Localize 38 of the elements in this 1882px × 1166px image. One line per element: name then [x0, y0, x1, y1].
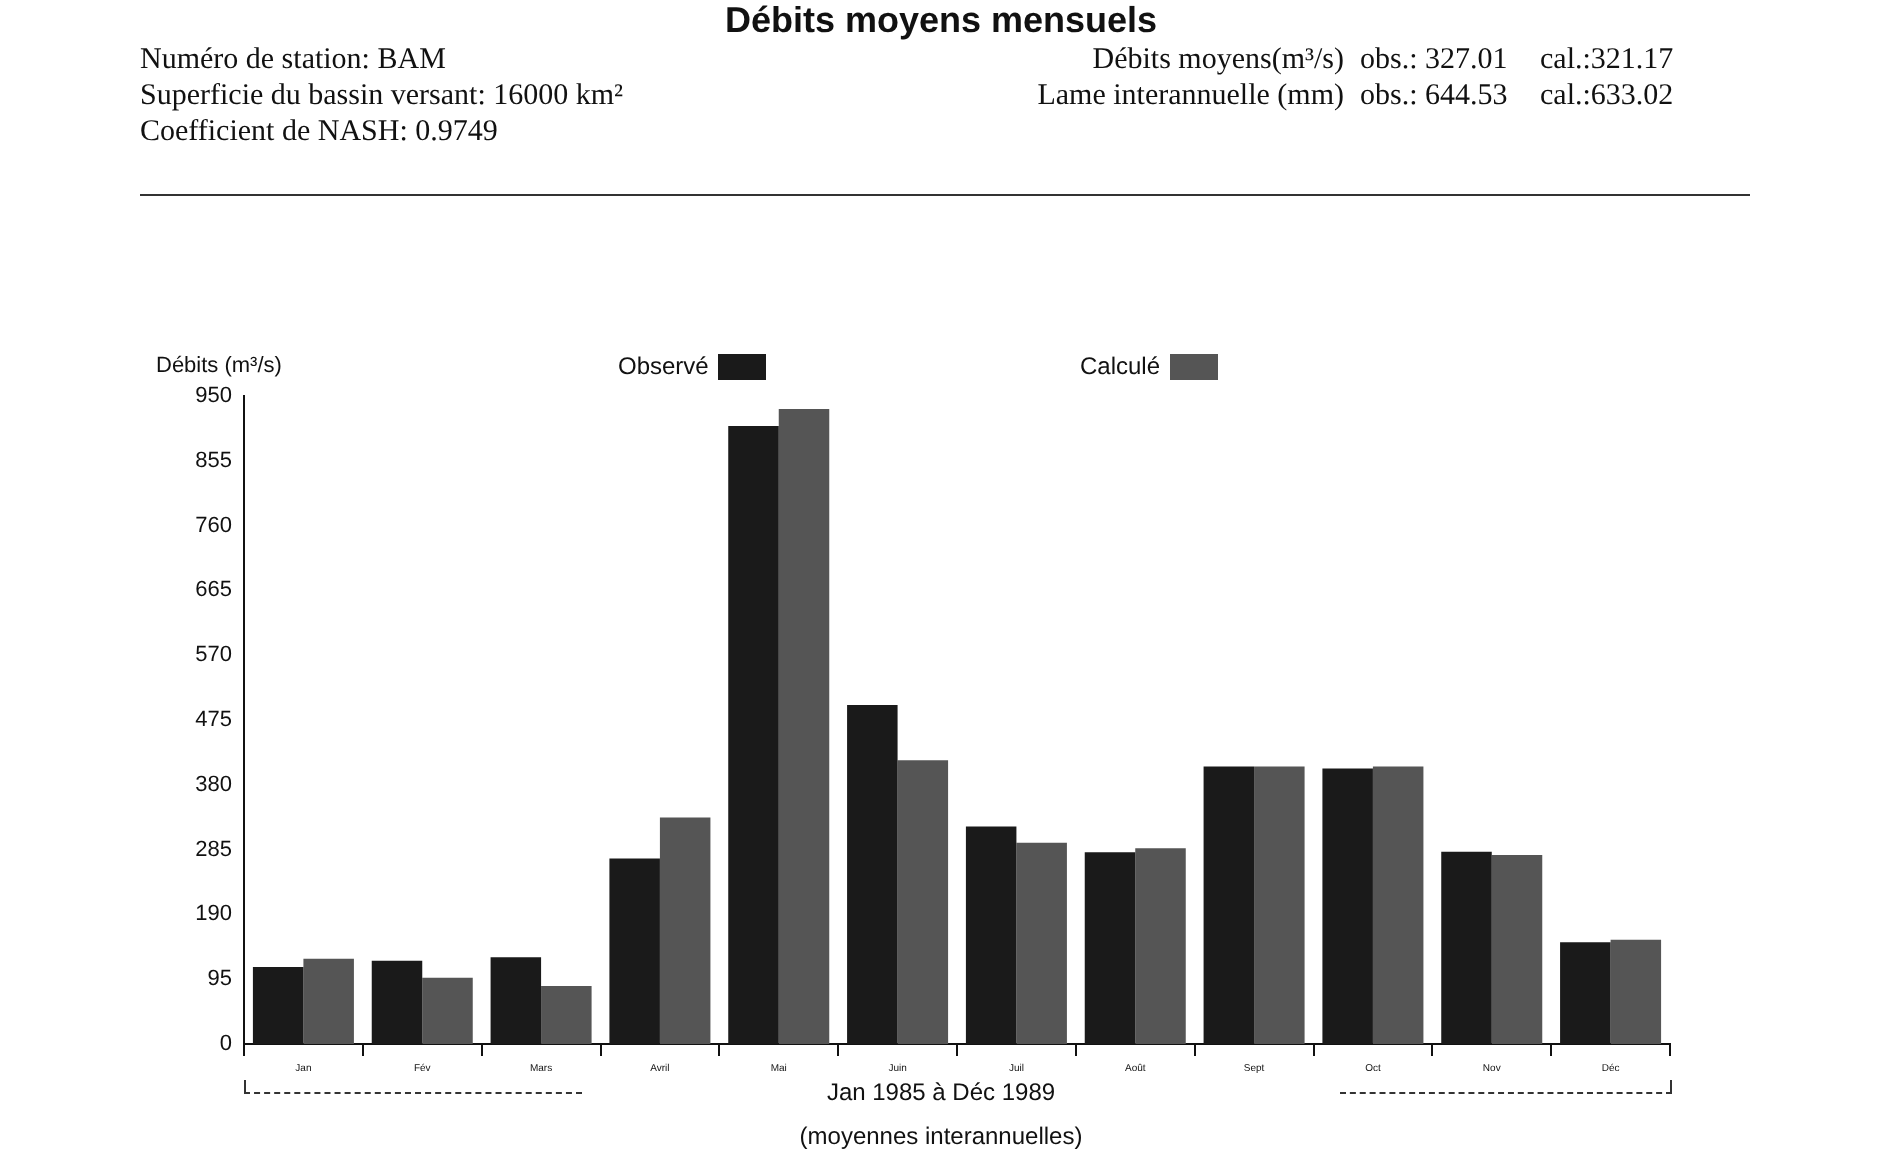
text: (moyennes interannuelles)	[797, 1122, 1085, 1150]
y-tick-label: 665	[195, 578, 232, 603]
text: cal.:633.02	[1540, 80, 1674, 114]
text: Débits moyens(m³/s)	[1092, 44, 1344, 78]
bar	[1016, 842, 1067, 1044]
text: obs.: 644.53	[1360, 80, 1508, 114]
bar	[541, 986, 592, 1044]
text: cal.:321.17	[1540, 44, 1674, 78]
text: Coefficient de NASH: 0.9749	[140, 116, 498, 150]
bar	[659, 817, 711, 1044]
y-tick-label: 0	[219, 1032, 232, 1057]
bar	[1135, 848, 1186, 1044]
text: Numéro de station: BAM	[140, 44, 446, 78]
text: Superficie du bassin versant: 16000 km²	[140, 80, 624, 114]
x-axis-title: Jan 1985 à Déc 1989	[824, 1078, 1058, 1106]
y-tick-label: 380	[195, 772, 232, 797]
bar	[1372, 766, 1424, 1044]
y-axis-title: Débits (m³/s)	[156, 354, 282, 378]
bar	[1610, 939, 1662, 1044]
y-tick-label: 855	[195, 448, 232, 473]
bar	[778, 408, 830, 1044]
bar	[422, 977, 473, 1044]
bar	[1491, 855, 1543, 1044]
legend-label: Calculé	[1080, 352, 1161, 380]
y-tick-label: 475	[195, 708, 232, 733]
legend-label: Observé	[618, 352, 709, 380]
y-tick-label: 285	[195, 837, 232, 862]
y-tick-label: 950	[195, 384, 232, 409]
y-tick-label: 760	[195, 513, 232, 538]
text: Lame interannuelle (mm)	[1037, 80, 1344, 114]
bar	[1254, 766, 1305, 1044]
bar	[897, 760, 949, 1044]
bar	[303, 958, 354, 1044]
y-tick-label: 95	[207, 967, 232, 992]
text: obs.: 327.01	[1360, 44, 1508, 78]
y-tick-label: 190	[195, 902, 232, 927]
y-tick-label: 570	[195, 643, 232, 668]
chart-title: Débits moyens mensuels	[722, 0, 1160, 42]
